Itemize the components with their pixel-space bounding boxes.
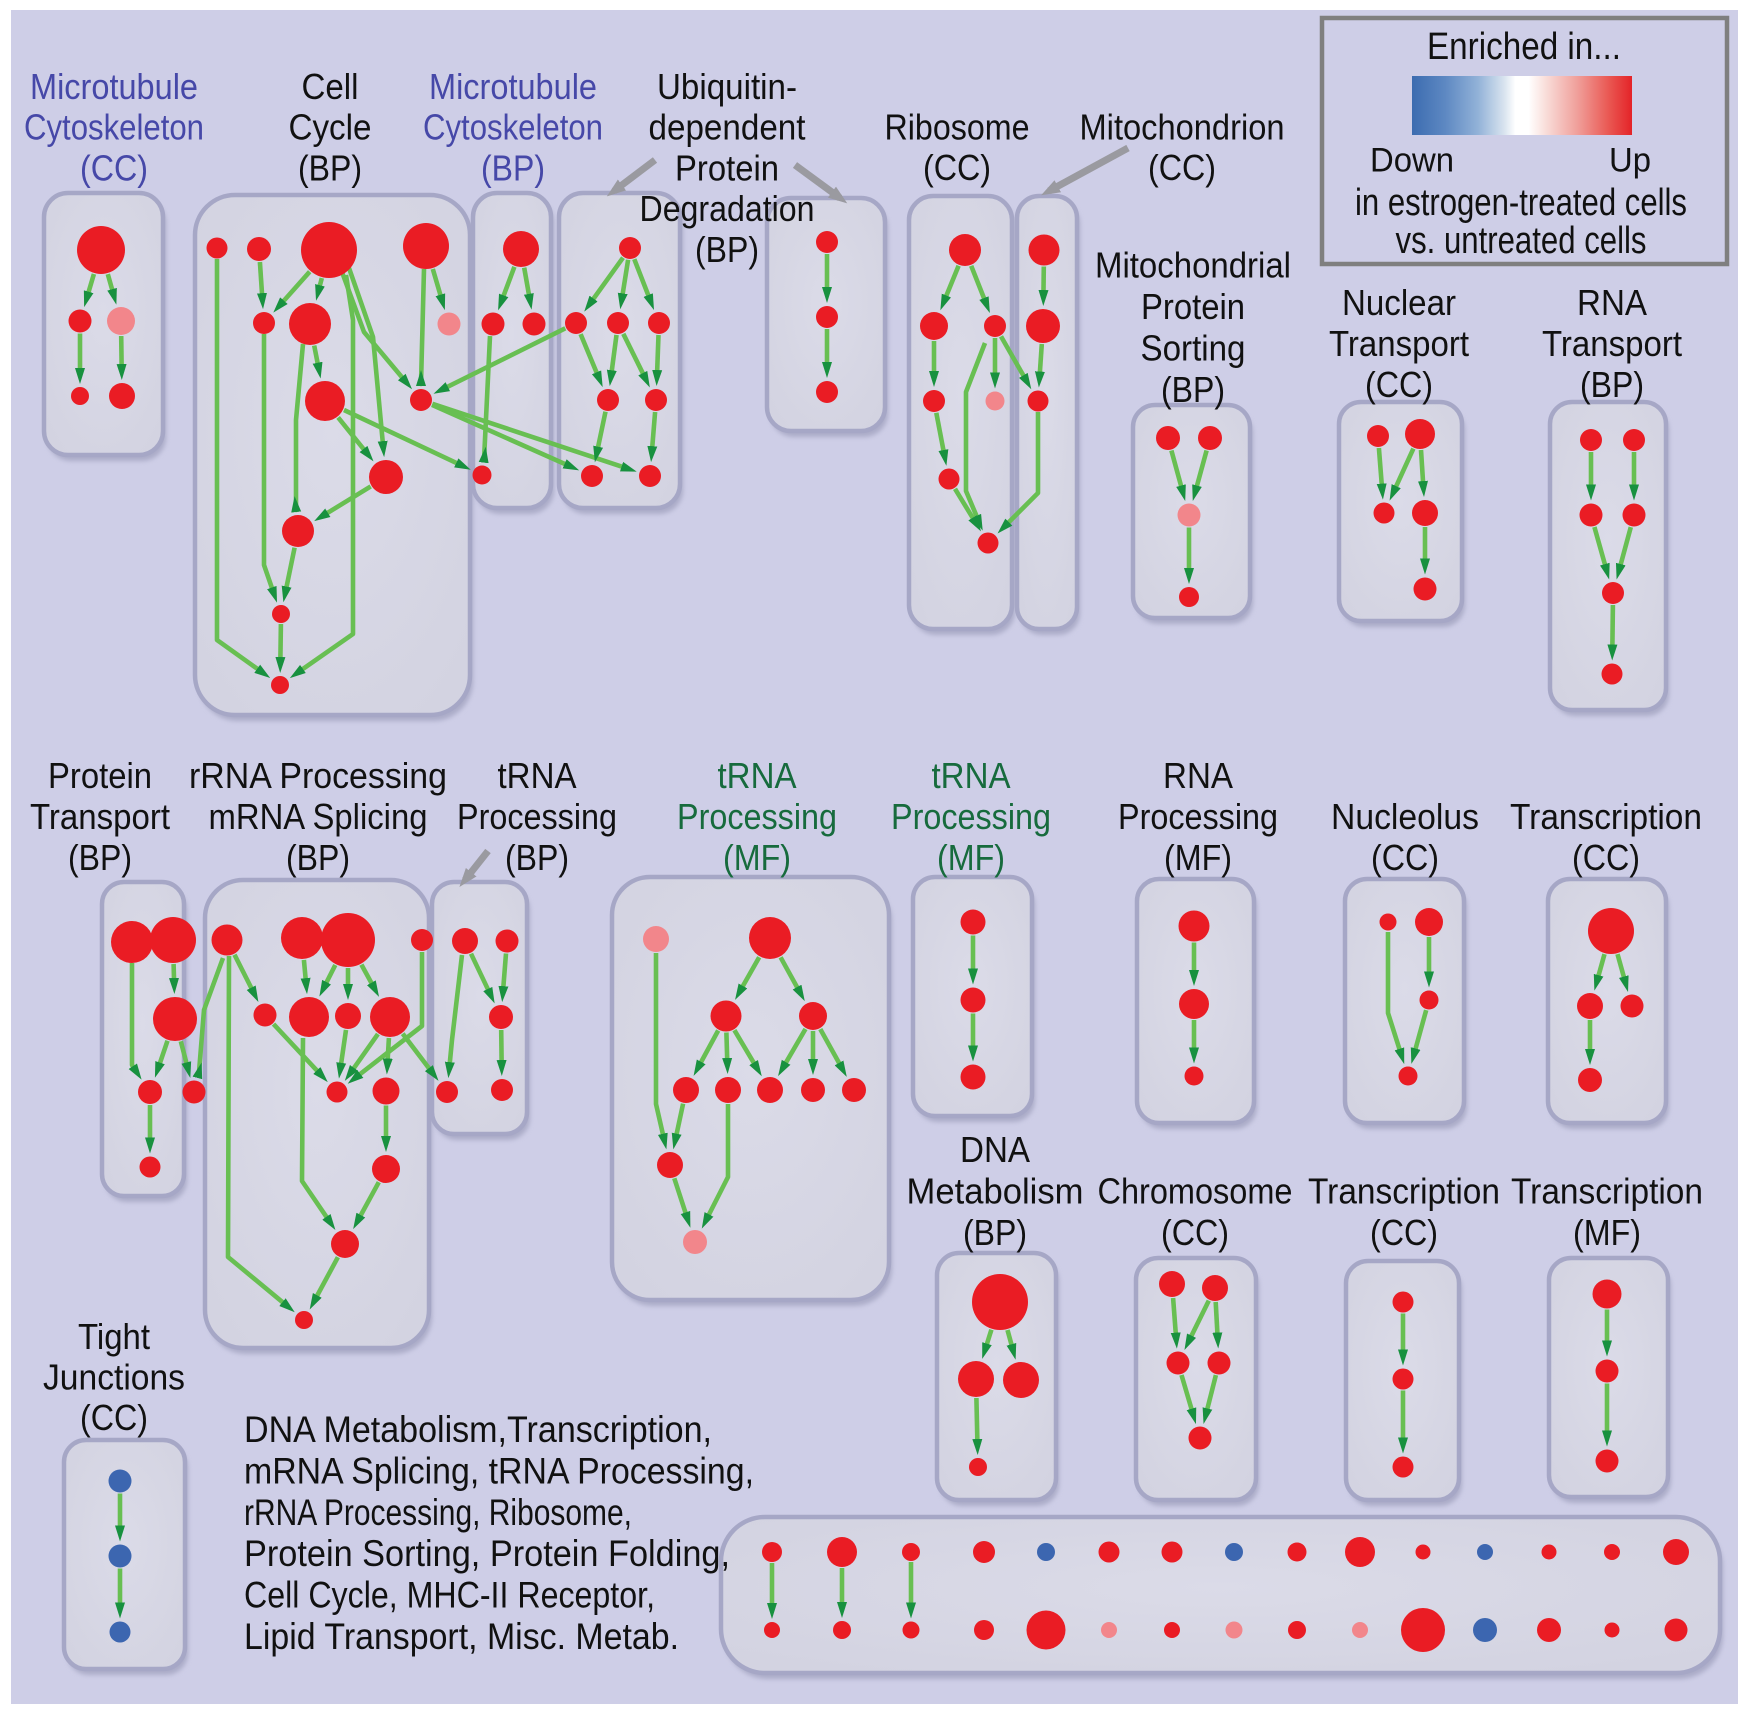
- svg-text:Microtubule: Microtubule: [30, 66, 198, 107]
- svg-text:Cell Cycle, MHC-II Receptor,: Cell Cycle, MHC-II Receptor,: [244, 1575, 655, 1616]
- svg-text:(CC): (CC): [80, 1397, 148, 1438]
- svg-text:(BP): (BP): [1161, 369, 1225, 410]
- svg-text:Lipid Transport, Misc. Metab.: Lipid Transport, Misc. Metab.: [244, 1616, 679, 1657]
- svg-text:(BP): (BP): [68, 837, 132, 878]
- svg-text:Transcription: Transcription: [1308, 1171, 1500, 1212]
- svg-text:Microtubule: Microtubule: [429, 66, 597, 107]
- svg-text:Cytoskeleton: Cytoskeleton: [24, 107, 204, 148]
- svg-text:Ribosome: Ribosome: [885, 107, 1030, 148]
- svg-text:vs. untreated cells: vs. untreated cells: [1396, 220, 1647, 262]
- svg-text:Degradation: Degradation: [640, 188, 815, 229]
- svg-text:Nuclear: Nuclear: [1342, 282, 1456, 323]
- svg-text:Metabolism: Metabolism: [907, 1171, 1084, 1212]
- svg-text:(CC): (CC): [1572, 837, 1640, 878]
- svg-text:Processing: Processing: [891, 796, 1051, 837]
- svg-text:Down: Down: [1370, 142, 1454, 180]
- svg-text:(MF): (MF): [1573, 1212, 1641, 1253]
- svg-text:(CC): (CC): [1371, 837, 1439, 878]
- svg-text:Mitochondrion: Mitochondrion: [1080, 107, 1285, 148]
- svg-text:Protein: Protein: [675, 147, 779, 188]
- svg-text:Enriched in...: Enriched in...: [1427, 26, 1621, 68]
- svg-text:mRNA Splicing: mRNA Splicing: [209, 796, 428, 837]
- svg-text:mRNA Splicing, tRNA Processing: mRNA Splicing, tRNA Processing,: [244, 1450, 754, 1491]
- svg-text:Junctions: Junctions: [43, 1357, 185, 1398]
- svg-text:rRNA Processing: rRNA Processing: [189, 755, 447, 796]
- svg-text:(CC): (CC): [1148, 147, 1216, 188]
- svg-text:Cycle: Cycle: [289, 107, 372, 148]
- svg-text:tRNA: tRNA: [932, 755, 1011, 796]
- svg-text:Sorting: Sorting: [1141, 328, 1246, 369]
- svg-text:(CC): (CC): [1370, 1212, 1438, 1253]
- svg-text:in estrogen-treated cells: in estrogen-treated cells: [1355, 182, 1687, 224]
- svg-text:DNA: DNA: [960, 1129, 1030, 1170]
- svg-text:(BP): (BP): [505, 837, 569, 878]
- svg-text:(BP): (BP): [963, 1212, 1027, 1253]
- svg-text:(CC): (CC): [80, 147, 148, 188]
- svg-text:(CC): (CC): [1365, 364, 1433, 405]
- svg-text:(BP): (BP): [1580, 364, 1644, 405]
- svg-text:Transcription: Transcription: [1510, 796, 1702, 837]
- svg-text:(BP): (BP): [286, 837, 350, 878]
- svg-text:Cytoskeleton: Cytoskeleton: [423, 107, 603, 148]
- svg-text:(MF): (MF): [937, 837, 1005, 878]
- svg-text:Cell: Cell: [302, 66, 359, 107]
- svg-text:Processing: Processing: [677, 796, 837, 837]
- svg-text:(CC): (CC): [1161, 1212, 1229, 1253]
- svg-text:Ubiquitin-: Ubiquitin-: [657, 66, 797, 107]
- svg-text:Protein Sorting, Protein Foldi: Protein Sorting, Protein Folding,: [244, 1533, 730, 1574]
- svg-text:Up: Up: [1609, 142, 1651, 180]
- svg-text:Nucleolus: Nucleolus: [1331, 796, 1479, 837]
- svg-text:(BP): (BP): [481, 147, 545, 188]
- svg-text:(MF): (MF): [723, 837, 791, 878]
- svg-text:Transport: Transport: [1329, 323, 1469, 364]
- svg-text:Protein: Protein: [48, 755, 152, 796]
- svg-text:Protein: Protein: [1141, 286, 1245, 327]
- svg-text:Processing: Processing: [1118, 796, 1278, 837]
- svg-text:tRNA: tRNA: [498, 755, 577, 796]
- svg-text:Mitochondrial: Mitochondrial: [1095, 245, 1291, 286]
- svg-text:dependent: dependent: [649, 107, 806, 148]
- svg-text:Processing: Processing: [457, 796, 617, 837]
- svg-text:RNA: RNA: [1163, 755, 1233, 796]
- svg-text:Transport: Transport: [30, 796, 170, 837]
- svg-text:(CC): (CC): [923, 147, 991, 188]
- svg-text:(BP): (BP): [298, 147, 362, 188]
- svg-text:DNA Metabolism,Transcription,: DNA Metabolism,Transcription,: [244, 1409, 712, 1450]
- svg-text:tRNA: tRNA: [718, 755, 797, 796]
- svg-text:Transcription: Transcription: [1511, 1171, 1703, 1212]
- svg-text:Tight: Tight: [78, 1316, 150, 1357]
- svg-text:(MF): (MF): [1164, 837, 1232, 878]
- svg-text:(BP): (BP): [695, 229, 759, 270]
- svg-text:RNA: RNA: [1577, 282, 1647, 323]
- svg-text:Transport: Transport: [1542, 323, 1682, 364]
- svg-text:Chromosome: Chromosome: [1098, 1171, 1293, 1212]
- svg-text:rRNA Processing, Ribosome,: rRNA Processing, Ribosome,: [244, 1492, 632, 1533]
